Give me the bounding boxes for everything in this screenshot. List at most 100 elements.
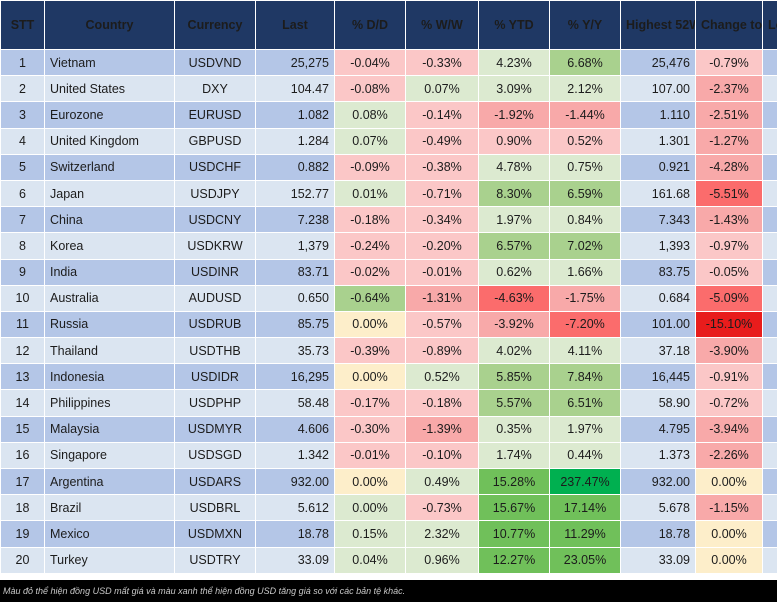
table-row[interactable]: 15 Malaysia USDMYR 4.606 -0.30% -1.39% 0.35% 1.…	[0, 415, 777, 443]
header-row: STT Country Currency Last % D/D % W/W % …	[0, 0, 777, 50]
cell-ytd: 6.57%	[478, 232, 550, 260]
cell-low52: 1.208	[762, 127, 777, 155]
cell-currency: GBPUSD	[174, 127, 256, 155]
cell-high52: 1.373	[620, 441, 696, 470]
cell-currency: DXY	[174, 75, 256, 103]
cell-high52: 1.110	[620, 101, 696, 129]
table-row[interactable]: 2 United States DXY 104.47 -0.08% 0.07% 3.09% 2…	[0, 75, 777, 103]
cell-ww: -0.89%	[405, 337, 479, 365]
cell-chg_h52: -5.51%	[695, 179, 763, 208]
table-row[interactable]: 14 Philippines USDPHP 58.48 -0.17% -0.18% 5.57…	[0, 389, 777, 417]
cell-yy: -1.75%	[549, 284, 621, 312]
cell-ww: 0.07%	[405, 75, 479, 103]
cell-ww: 0.96%	[405, 546, 479, 574]
cell-high52: 33.09	[620, 546, 696, 574]
cell-ww: -0.49%	[405, 127, 479, 155]
cell-low52: 1.047	[762, 101, 777, 129]
column-header-last[interactable]: Last	[255, 0, 335, 50]
table-row[interactable]: 11 Russia USDRUB 85.75 0.00% -0.57% -3.92% -7.2…	[0, 310, 777, 339]
cell-yy: 1.66%	[549, 258, 621, 286]
cell-last: 1.342	[255, 441, 335, 470]
table-row[interactable]: 3 Eurozone EURUSD 1.082 0.08% -0.14% -1.92% -1.…	[0, 101, 777, 129]
table-row[interactable]: 10 Australia AUDUSD 0.650 -0.64% -1.31% -4.63%…	[0, 284, 777, 312]
cell-ytd: 4.23%	[478, 48, 550, 77]
cell-stt: 9	[0, 258, 45, 286]
column-header-ytd[interactable]: % YTD	[478, 0, 550, 50]
table-row[interactable]: 13 Indonesia USDIDR 16,295 0.00% 0.52% 5.85% 7.…	[0, 363, 777, 391]
cell-yy: 0.44%	[549, 441, 621, 470]
cell-last: 85.75	[255, 310, 335, 339]
cell-country: Philippines	[44, 389, 175, 417]
column-header-yy[interactable]: % Y/Y	[549, 0, 621, 50]
table-row[interactable]: 18 Brazil USDBRL 5.612 0.00% -0.73% 15.67% 17.1…	[0, 494, 777, 522]
cell-country: Japan	[44, 179, 175, 208]
cell-high52: 101.00	[620, 310, 696, 339]
column-header-stt[interactable]: STT	[0, 0, 45, 50]
table-row[interactable]: 6 Japan USDJPY 152.77 0.01% -0.71% 8.30% 6.59% 1…	[0, 179, 777, 208]
cell-ytd: 12.27%	[478, 546, 550, 574]
column-header-dd[interactable]: % D/D	[334, 0, 406, 50]
column-header-chg-h52[interactable]: Change to H52W	[695, 0, 763, 50]
cell-country: Switzerland	[44, 153, 175, 181]
column-header-high52[interactable]: Highest 52W	[620, 0, 696, 50]
cell-currency: USDMYR	[174, 415, 256, 443]
table-row[interactable]: 17 Argentina USDARS 932.00 0.00% 0.49% 15.28% 2…	[0, 467, 777, 496]
cell-last: 35.73	[255, 337, 335, 365]
cell-dd: -0.39%	[334, 337, 406, 365]
cell-high52: 161.68	[620, 179, 696, 208]
cell-low52: 1.319	[762, 441, 777, 470]
cell-last: 83.71	[255, 258, 335, 286]
cell-ww: -0.57%	[405, 310, 479, 339]
column-header-country[interactable]: Country	[44, 0, 175, 50]
cell-stt: 20	[0, 546, 45, 574]
cell-ww: -0.71%	[405, 179, 479, 208]
footnote-note: Màu đỏ thể hiện đồng USD mất giá và màu …	[0, 580, 777, 602]
cell-last: 7.238	[255, 206, 335, 234]
cell-yy: 7.84%	[549, 363, 621, 391]
cell-chg_h52: 0.00%	[695, 546, 763, 574]
table-row[interactable]: 1 Vietnam USDVND 25,275 -0.04% -0.33% 4.23% 6.6…	[0, 48, 777, 77]
cell-last: 58.48	[255, 389, 335, 417]
cell-currency: EURUSD	[174, 101, 256, 129]
table-row[interactable]: 4 United Kingdom GBPUSD 1.284 0.07% -0.49% 0.9…	[0, 127, 777, 155]
table-header: STT Country Currency Last % D/D % W/W % …	[0, 0, 777, 50]
cell-ytd: 15.67%	[478, 494, 550, 522]
table-row[interactable]: 7 China USDCNY 7.238 -0.18% -0.34% 1.97% 0.84% 7…	[0, 206, 777, 234]
table-row[interactable]: 5 Switzerland USDCHF 0.882 -0.09% -0.38% 4.78%…	[0, 153, 777, 181]
cell-last: 1.082	[255, 101, 335, 129]
cell-chg_h52: -0.72%	[695, 389, 763, 417]
cell-chg_h52: -1.27%	[695, 127, 763, 155]
cell-ytd: 4.78%	[478, 153, 550, 181]
table-row[interactable]: 9 India USDINR 83.71 -0.02% -0.01% 0.62% 1.66% 8…	[0, 258, 777, 286]
column-header-ww[interactable]: % W/W	[405, 0, 479, 50]
cell-dd: -0.17%	[334, 389, 406, 417]
table-row[interactable]: 19 Mexico USDMXN 18.78 0.15% 2.32% 10.77% 11.29…	[0, 520, 777, 548]
table-row[interactable]: 12 Thailand USDTHB 35.73 -0.39% -0.89% 4.02% 4.…	[0, 337, 777, 365]
cell-ytd: 1.97%	[478, 206, 550, 234]
table-row[interactable]: 8 Korea USDKRW 1,379 -0.24% -0.20% 6.57% 7.02% 1…	[0, 232, 777, 260]
cell-ww: -0.33%	[405, 48, 479, 77]
cell-dd: -0.30%	[334, 415, 406, 443]
cell-chg_h52: -0.05%	[695, 258, 763, 286]
cell-stt: 14	[0, 389, 45, 417]
cell-country: Korea	[44, 232, 175, 260]
cell-dd: 0.04%	[334, 546, 406, 574]
cell-dd: 0.08%	[334, 101, 406, 129]
cell-stt: 7	[0, 206, 45, 234]
cell-country: Russia	[44, 310, 175, 339]
cell-country: Brazil	[44, 494, 175, 522]
table-row[interactable]: 20 Turkey USDTRY 33.09 0.04% 0.96% 12.27% 23.05…	[0, 546, 777, 574]
cell-chg_h52: -1.43%	[695, 206, 763, 234]
column-header-currency[interactable]: Currency	[174, 0, 256, 50]
cell-high52: 1,393	[620, 232, 696, 260]
column-header-low52[interactable]: Lowest 52W	[762, 0, 777, 50]
cell-country: Malaysia	[44, 415, 175, 443]
cell-ww: -1.39%	[405, 415, 479, 443]
cell-currency: USDMXN	[174, 520, 256, 548]
cell-low52: 0.841	[762, 153, 777, 181]
cell-dd: -0.24%	[334, 232, 406, 260]
cell-stt: 16	[0, 441, 45, 470]
table-row[interactable]: 16 Singapore USDSGD 1.342 -0.01% -0.10% 1.74% 0…	[0, 441, 777, 470]
cell-yy: -7.20%	[549, 310, 621, 339]
cell-high52: 25,476	[620, 48, 696, 77]
